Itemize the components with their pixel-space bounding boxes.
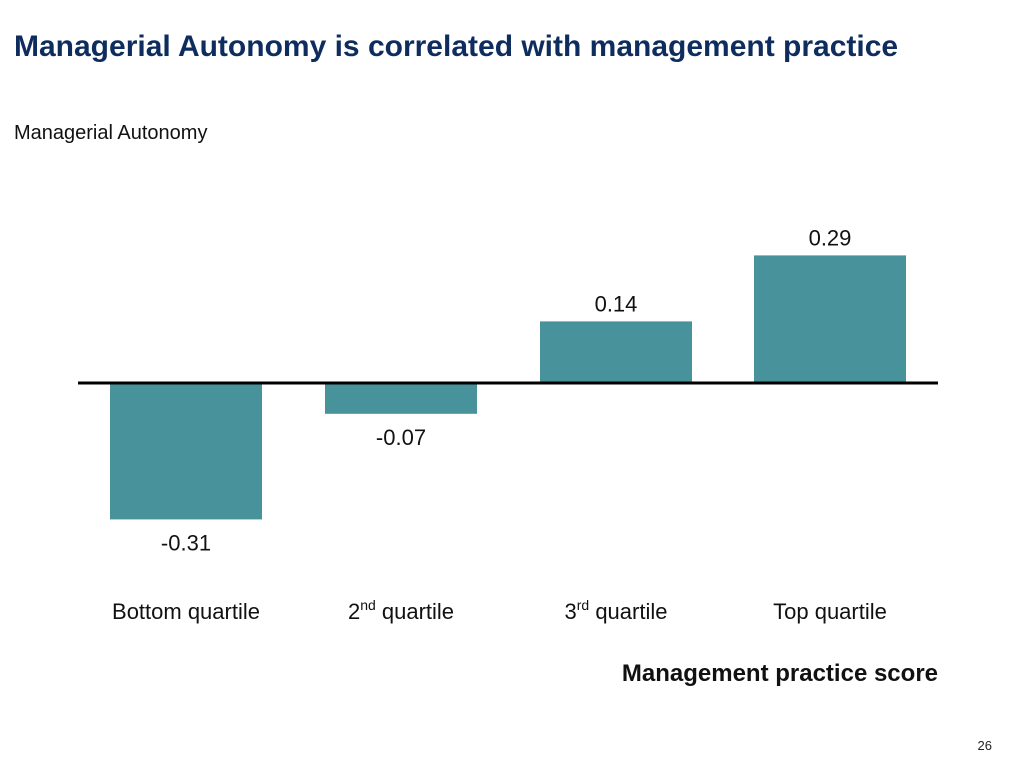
category-labels-group: Bottom quartile 2nd quartile 3rd quartile T… — [112, 597, 887, 624]
bar-value-label-1: -0.07 — [376, 425, 426, 450]
category-label-3: Top quartile — [773, 599, 887, 624]
bar-1 — [325, 383, 477, 414]
chart-x-axis-label: Management practice score — [621, 660, 938, 687]
bar-value-label-0: -0.31 — [161, 530, 211, 555]
slide-title: Managerial Autonomy is correlated with m… — [14, 30, 899, 63]
bar-value-label-3: 0.29 — [809, 225, 852, 250]
bars-group — [110, 255, 906, 520]
category-label-0: Bottom quartile — [112, 599, 260, 624]
page-number: 26 — [977, 738, 992, 753]
bar-3 — [754, 255, 906, 383]
bar-value-label-2: 0.14 — [595, 291, 638, 316]
bar-0 — [110, 383, 262, 520]
value-labels-group: -0.31 -0.07 0.14 0.29 — [161, 225, 851, 555]
category-label-2: 3rd quartile — [565, 597, 668, 624]
chart-y-axis-label: Managerial Autonomy — [14, 122, 208, 144]
bar-2 — [540, 321, 692, 383]
category-label-1: 2nd quartile — [348, 597, 454, 624]
